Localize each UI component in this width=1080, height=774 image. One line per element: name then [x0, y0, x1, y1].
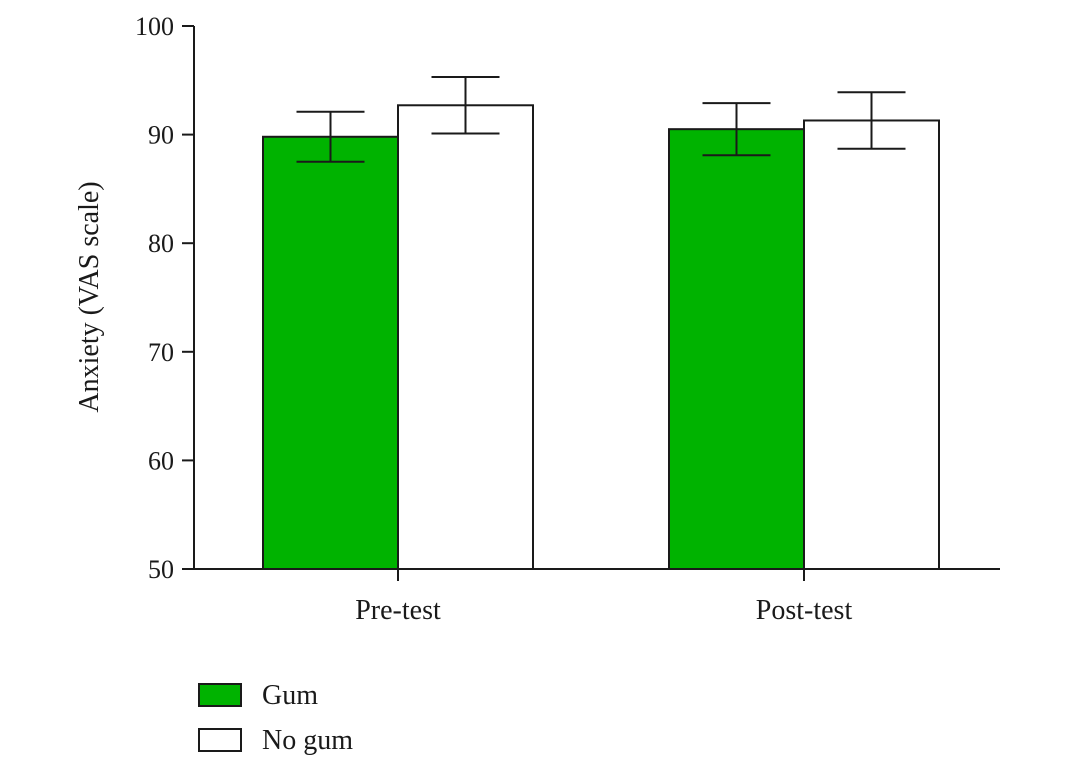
legend-swatch [198, 683, 242, 707]
x-category-label: Post-test [756, 595, 853, 626]
y-tick-label: 90 [148, 121, 174, 150]
y-tick-label: 60 [148, 446, 174, 475]
y-tick-label: 100 [135, 12, 174, 41]
y-axis-title: Anxiety (VAS scale) [74, 181, 105, 412]
y-tick-label: 70 [148, 338, 174, 367]
y-tick-label: 50 [148, 555, 174, 584]
x-axis: Pre-test Post-test [194, 568, 1000, 626]
y-axis: 50 60 70 80 90 100 [135, 12, 195, 584]
error-bars [296, 76, 906, 163]
bar-no-gum [397, 104, 534, 570]
legend-swatch [198, 728, 242, 752]
bars [262, 104, 940, 571]
bar-gum [668, 128, 805, 570]
y-tick-label: 80 [148, 229, 174, 258]
legend-label: No gum [262, 725, 353, 756]
legend-label: Gum [262, 680, 318, 711]
legend: Gum No gum [198, 680, 353, 756]
bar-no-gum [803, 119, 940, 571]
bar-gum [262, 135, 399, 570]
x-category-label: Pre-test [355, 595, 441, 626]
